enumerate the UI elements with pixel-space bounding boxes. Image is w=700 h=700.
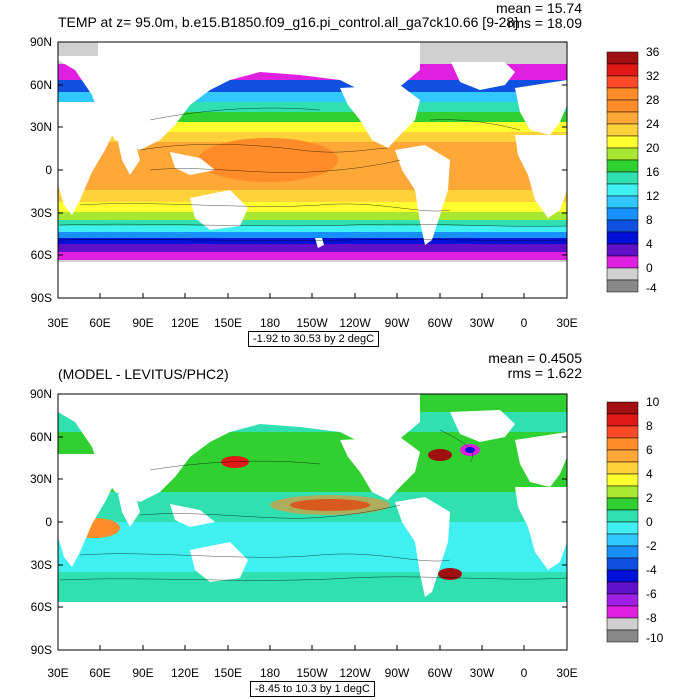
lon-label: 120E [170,666,200,680]
colorbar-temperature [606,51,639,293]
contour-subtitle: -1.92 to 30.53 by 2 degC [248,331,380,347]
panel-title: TEMP at z= 95.0m, b.e15.B1850.f09_g16.pi… [58,14,519,30]
colorbar-label: 8 [646,419,653,433]
lat-label: 0 [45,515,52,529]
lat-label: 90S [30,291,52,305]
lon-label: 180 [259,666,281,680]
colorbar-label: 2 [646,491,653,505]
colorbar-label: 16 [646,165,660,179]
lat-label: 90N [29,387,52,401]
panel-title: (MODEL - LEVITUS/PHC2) [58,366,229,382]
lat-label: 60S [30,248,52,262]
lat-label: 30S [30,558,52,572]
contour-subtitle: -8.45 to 10.3 by 1 degC [250,681,375,697]
colorbar-difference [606,401,639,643]
rms-value: rms = 18.09 [507,15,582,31]
lon-label: 150E [213,316,243,330]
colorbar-label: 32 [646,69,660,83]
lon-label: 150E [213,666,243,680]
colorbar-label: 4 [646,467,653,481]
map-temperature [57,41,639,299]
mean-value: mean = 0.4505 [488,350,582,366]
lat-label: 90S [30,643,52,657]
lon-label: 60E [89,666,111,680]
lon-label: 120E [170,316,200,330]
lon-label: 30E [47,316,69,330]
colorbar-label: -2 [646,539,657,553]
panel-temperature: TEMP at z= 95.0m, b.e15.B1850.f09_g16.pi… [29,0,660,347]
colorbar-label: 28 [646,93,660,107]
colorbar-label: -4 [646,281,657,295]
lon-label: 30W [469,316,495,330]
lat-label: 60N [29,78,52,92]
lon-label: 150W [296,316,328,330]
lat-label: 30N [29,472,52,486]
colorbar-label: 4 [646,237,653,251]
lon-label: 180 [259,316,281,330]
colorbar-label: 12 [646,189,660,203]
lon-label: 0 [520,666,528,680]
colorbar-label: 36 [646,45,660,59]
colorbar-label: 24 [646,117,660,131]
lon-label: 30E [556,666,578,680]
rms-value: rms = 1.622 [507,365,582,381]
lon-label: 30E [556,316,578,330]
lon-label: 120W [339,666,371,680]
colorbar-label: -10 [646,631,664,645]
lon-label: 90E [132,316,154,330]
lat-label: 60S [30,600,52,614]
colorbar-label: 0 [646,515,653,529]
lat-label: 90N [29,35,52,49]
lon-label: 120W [339,316,371,330]
colorbar-label: 20 [646,141,660,155]
lon-label: 0 [520,316,528,330]
colorbar-label: 6 [646,443,653,457]
lon-label: 90E [132,666,154,680]
colorbar-label: -6 [646,587,657,601]
map-difference [57,393,639,651]
lat-label: 30N [29,120,52,134]
lat-label: 60N [29,430,52,444]
lon-label: 60E [89,316,111,330]
lon-label: 60W [427,666,453,680]
lon-label: 90W [384,316,410,330]
colorbar-label: 10 [646,395,660,409]
lat-label: 0 [45,163,52,177]
lon-label: 30E [47,666,69,680]
mean-value: mean = 15.74 [495,0,582,16]
colorbar-label: -4 [646,563,657,577]
lat-label: 30S [30,206,52,220]
lon-label: 30W [469,666,495,680]
lon-label: 90W [384,666,410,680]
lon-label: 150W [296,666,328,680]
lon-label: 60W [427,316,453,330]
colorbar-label: 0 [646,261,653,275]
colorbar-label: 8 [646,213,653,227]
colorbar-label: -8 [646,611,657,625]
panel-difference: (MODEL - LEVITUS/PHC2) mean = 0.4505 rms… [0,350,700,700]
